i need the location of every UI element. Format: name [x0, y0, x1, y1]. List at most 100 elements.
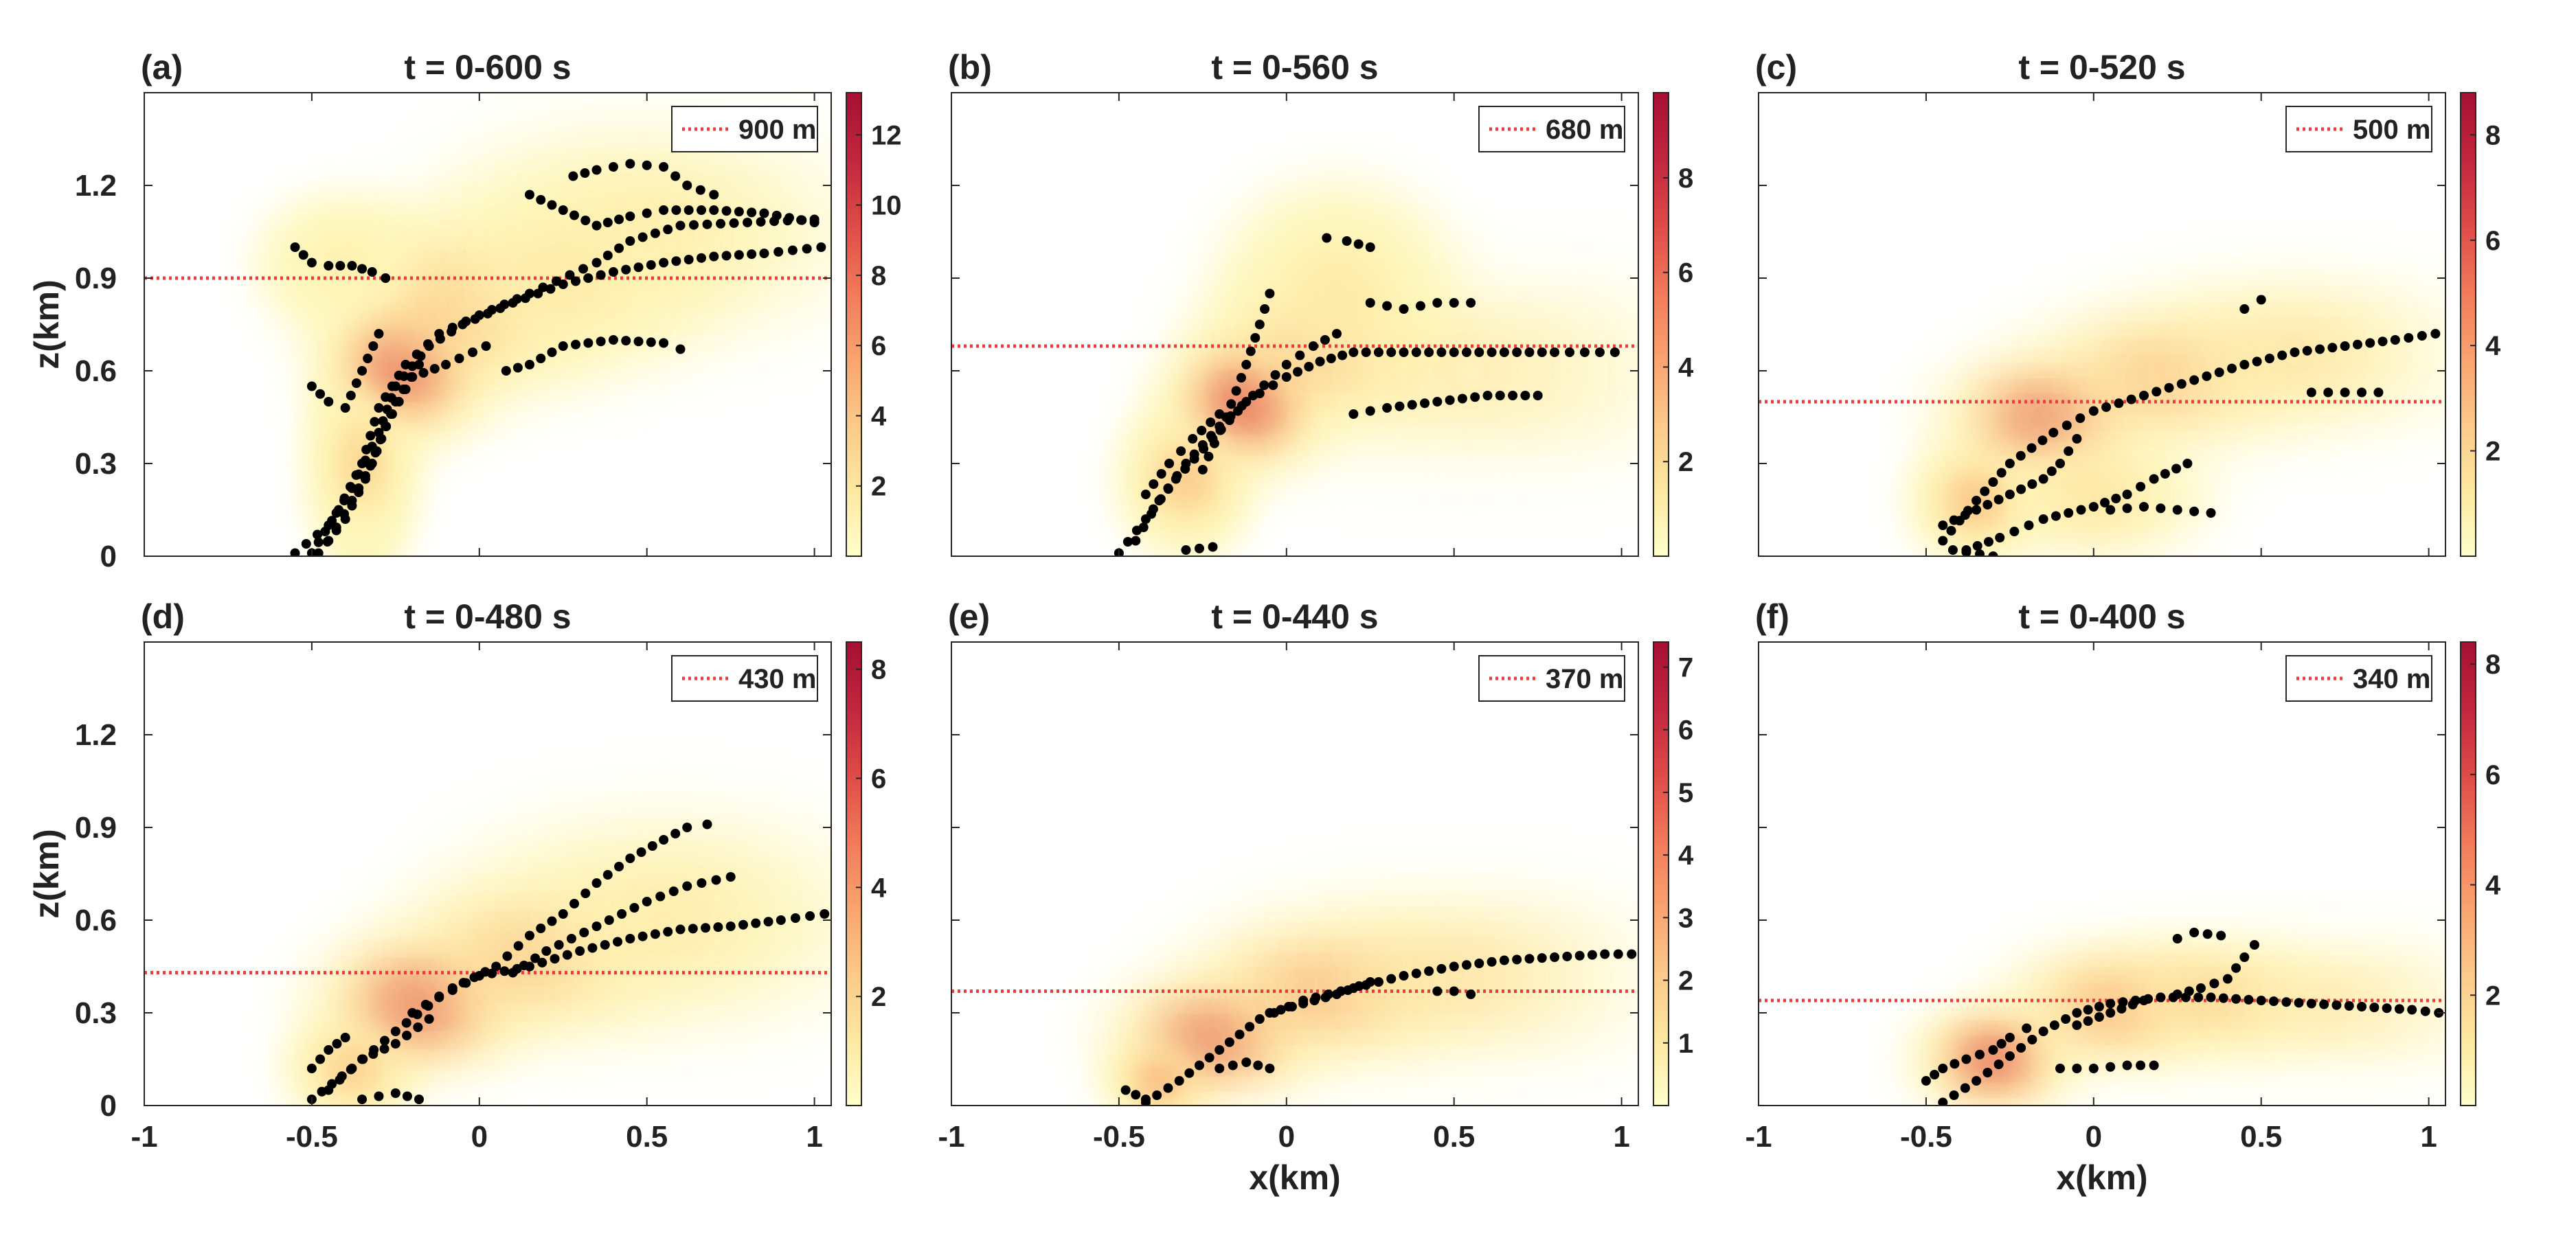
trajectory-point — [324, 261, 334, 271]
colorbar-tick-label: 6 — [871, 764, 886, 794]
trajectory-point — [458, 978, 468, 988]
trajectory-point — [361, 444, 372, 455]
trajectory-point — [1197, 465, 1208, 474]
trajectory-point — [2061, 1014, 2071, 1024]
colorbar-tick-label: 2 — [1678, 966, 1693, 996]
trajectory-point — [659, 338, 669, 348]
trajectory-point — [346, 481, 355, 492]
trajectory-point — [1320, 335, 1330, 345]
trajectory-point — [324, 1085, 334, 1095]
trajectory-point — [381, 392, 391, 402]
trajectory-point — [725, 922, 736, 931]
trajectory-point — [2126, 394, 2136, 404]
trajectory-point — [805, 911, 815, 921]
trajectory-point — [547, 200, 557, 210]
trajectory-point — [429, 364, 440, 374]
trajectory-point — [816, 242, 826, 252]
trajectory-point — [1988, 551, 1998, 556]
trajectory-point — [402, 1091, 412, 1101]
density-contour — [1437, 363, 1504, 379]
trajectory-point — [1946, 525, 1956, 536]
trajectory-point — [374, 403, 384, 413]
trajectory-point — [2114, 398, 2124, 409]
trajectory-point — [642, 160, 652, 170]
trajectory-point — [547, 916, 557, 926]
axes-frame — [144, 641, 832, 1106]
trajectory-point — [413, 1022, 423, 1032]
trajectory-point — [1579, 347, 1590, 357]
trajectory-point — [633, 262, 644, 273]
trajectory-point — [583, 273, 594, 283]
trajectory-point — [1322, 233, 1332, 243]
panel-a: 0 0.3 0.6 0.9 1.2 z(km) (a) t = 0-600 s 900 m 2 4 6… — [27, 48, 902, 573]
panel-letter: (e) — [948, 597, 990, 636]
trajectory-point — [335, 1075, 345, 1085]
trajectory-point — [613, 937, 623, 947]
trajectory-point — [351, 378, 361, 388]
trajectory-point — [629, 903, 640, 913]
trajectory-point — [1399, 304, 1409, 314]
trajectory-point — [2004, 1051, 2015, 1061]
trajectory-point — [434, 992, 444, 1001]
trajectory-point — [1228, 1060, 1238, 1071]
trajectory-point — [1988, 477, 1998, 487]
panel-c: (c) t = 0-520 s 500 m 2 4 6 8 — [1755, 48, 2501, 557]
trajectory-point — [655, 891, 666, 902]
trajectory-point — [340, 1033, 350, 1042]
trajectory-point — [2027, 479, 2037, 489]
trajectory-point — [1938, 520, 1948, 530]
trajectory-point — [339, 509, 350, 519]
trajectory-point — [738, 919, 748, 930]
trajectory-point — [2038, 1027, 2048, 1036]
trajectory-point — [2064, 508, 2074, 518]
trajectory-point — [2189, 506, 2200, 516]
trajectory-point — [1470, 392, 1480, 402]
density-contour — [1196, 1029, 1230, 1046]
density-contour — [1320, 278, 1354, 309]
trajectory-point — [1938, 1097, 1948, 1106]
trajectory-point — [2182, 459, 2193, 468]
trajectory-point — [1326, 354, 1336, 363]
colorbar-tick-label: 6 — [2485, 226, 2500, 256]
trajectory-point — [571, 276, 581, 286]
trajectory-point — [1971, 505, 1982, 515]
trajectory-point — [709, 205, 719, 215]
trajectory-point — [1320, 992, 1331, 1003]
density-contour — [1151, 1075, 1168, 1087]
trajectory-point — [568, 171, 578, 181]
trajectory-point — [1474, 347, 1484, 357]
panel-letter: (b) — [948, 48, 992, 87]
trajectory-point — [1276, 1005, 1286, 1015]
trajectory-point — [552, 276, 561, 286]
trajectory-point — [702, 819, 712, 829]
y-tick-label: 1.2 — [75, 169, 117, 203]
trajectory-point — [2061, 420, 2072, 431]
trajectory-point — [1131, 1090, 1141, 1100]
trajectory-point — [1373, 347, 1383, 357]
trajectory-point — [2227, 363, 2237, 374]
trajectory-point — [411, 350, 422, 359]
panel-title: t = 0-560 s — [1211, 48, 1378, 87]
trajectory-point — [2172, 989, 2182, 999]
trajectory-point — [320, 527, 330, 536]
trajectory-point — [536, 924, 546, 933]
legend-label: 500 m — [2353, 115, 2430, 145]
trajectory-point — [1980, 486, 1990, 496]
trajectory-point — [2072, 1020, 2082, 1030]
trajectory-point — [2189, 928, 2200, 937]
trajectory-point — [339, 493, 350, 503]
trajectory-point — [2037, 435, 2048, 446]
density-contour — [2026, 409, 2061, 425]
trajectory-point — [1331, 329, 1342, 339]
trajectory-point — [751, 918, 761, 928]
trajectory-point — [324, 536, 334, 546]
panel-b: (b) t = 0-560 s 680 m 2 4 6 8 — [948, 48, 1694, 557]
trajectory-point — [591, 258, 602, 268]
trajectory-point — [1382, 301, 1392, 311]
legend: 900 m — [671, 106, 818, 152]
trajectory-point — [1354, 981, 1364, 991]
trajectory-point — [670, 829, 681, 838]
colorbar-tick-label: 6 — [1678, 716, 1693, 746]
trajectory-point — [1399, 971, 1409, 981]
trajectory-point — [1342, 236, 1352, 246]
